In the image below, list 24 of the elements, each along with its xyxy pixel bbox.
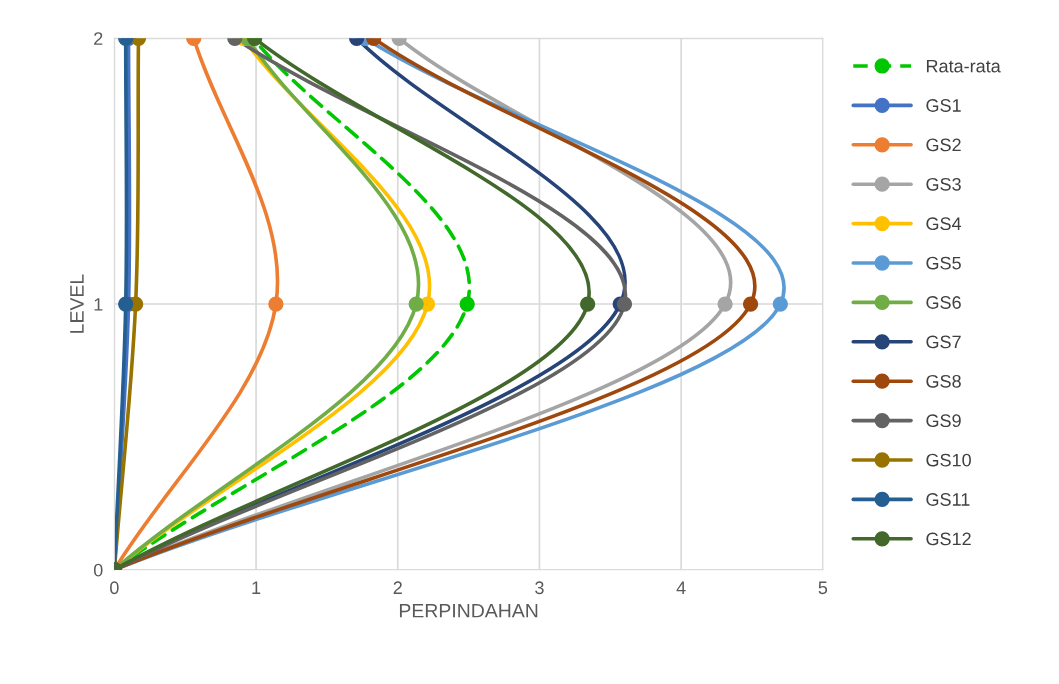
x-tick-label: 2 xyxy=(393,581,402,594)
legend-label: GS4 xyxy=(926,217,962,231)
legend-label: GS1 xyxy=(926,99,961,112)
x-tick-label: 4 xyxy=(676,581,686,594)
legend-label: GS10 xyxy=(926,453,971,467)
x-tick-label: 3 xyxy=(535,581,544,595)
x-tick-label: 0 xyxy=(110,581,119,595)
y-axis-title: LEVEL xyxy=(70,274,84,333)
legend-label: GS9 xyxy=(926,414,961,428)
legend-label: Rata-rata xyxy=(926,59,1001,73)
legend-label: GS8 xyxy=(926,374,961,388)
x-axis-title: PERPINDAHAN xyxy=(399,603,538,618)
x-tick-label: 5 xyxy=(818,581,828,595)
legend-label: GS6 xyxy=(926,296,961,309)
legend-label: GS12 xyxy=(926,532,971,546)
legend-label: GS5 xyxy=(926,256,961,270)
y-tick-label: 1 xyxy=(94,298,103,311)
x-tick-label: 1 xyxy=(252,581,261,594)
y-tick-label: 2 xyxy=(94,32,103,45)
legend-label: GS11 xyxy=(926,493,970,506)
legend-label: GS3 xyxy=(926,177,961,191)
legend-label: GS2 xyxy=(926,138,961,152)
y-tick-label: 0 xyxy=(93,563,103,577)
legend-label: GS7 xyxy=(926,335,961,349)
